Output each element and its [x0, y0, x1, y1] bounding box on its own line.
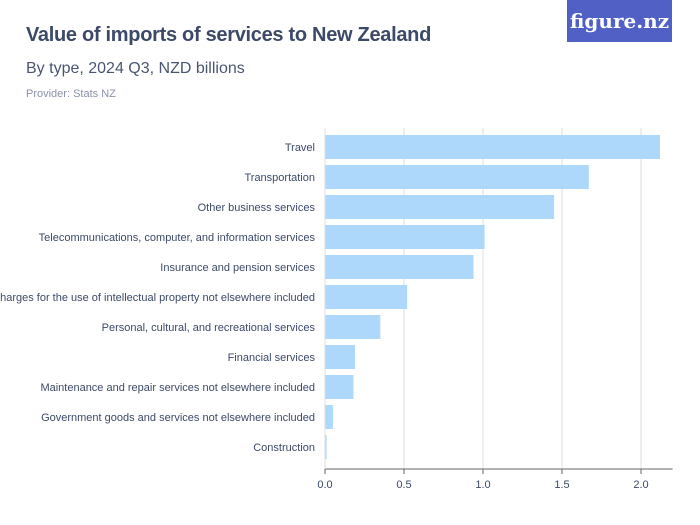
bar: [325, 135, 660, 159]
bar: [325, 345, 356, 369]
x-tick-label: 0.5: [396, 479, 411, 491]
chart-subtitle: By type, 2024 Q3, NZD billions: [26, 60, 245, 77]
category-label: Travel: [285, 142, 315, 154]
bar: [325, 225, 485, 249]
bar: [325, 165, 589, 189]
bar: [325, 375, 354, 399]
bar: [325, 195, 555, 219]
x-tick-label: 1.5: [554, 479, 569, 491]
category-label: Insurance and pension services: [160, 262, 315, 274]
category-label: Government goods and services not elsewh…: [41, 412, 315, 424]
category-label: Personal, cultural, and recreational ser…: [102, 322, 316, 334]
category-label: Financial services: [228, 352, 316, 364]
category-label: Construction: [253, 442, 315, 454]
bar: [325, 435, 327, 459]
bar: [325, 315, 381, 339]
x-tick-label: 1.0: [475, 479, 490, 491]
x-tick-label: 2.0: [633, 479, 648, 491]
category-label: Transportation: [244, 172, 315, 184]
chart-title: Value of imports of services to New Zeal…: [26, 24, 432, 46]
x-tick-label: 0.0: [317, 479, 332, 491]
category-label: Other business services: [198, 202, 316, 214]
category-label: Maintenance and repair services not else…: [40, 382, 315, 394]
bar: [325, 285, 408, 309]
bar: [325, 255, 474, 279]
provider-label: Provider: Stats NZ: [26, 88, 116, 100]
category-label: Telecommunications, computer, and inform…: [39, 232, 316, 244]
figure-nz-logo[interactable]: figure.nz: [567, 0, 672, 42]
category-label: Charges for the use of intellectual prop…: [0, 292, 315, 304]
bar: [325, 405, 333, 429]
